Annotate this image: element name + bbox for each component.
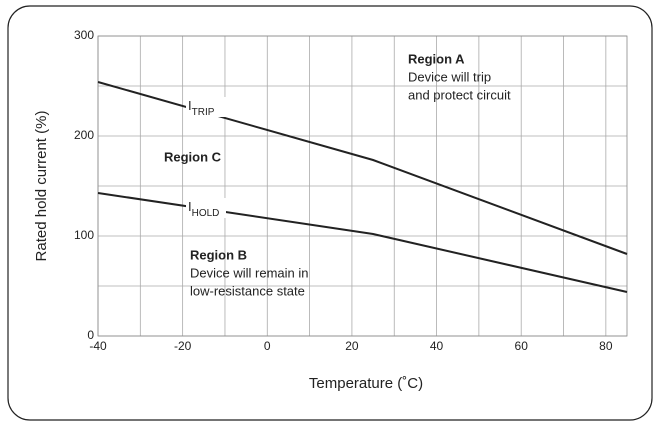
series-line (97, 192, 628, 293)
x-tick-label: -40 (89, 339, 107, 353)
annotation-title: Region C (164, 149, 222, 164)
annotation-text: Device will trip (408, 69, 491, 84)
x-tick-label: -20 (174, 339, 192, 353)
y-tick-label: 300 (74, 28, 94, 42)
annotation-text: and protect circuit (408, 87, 511, 102)
annotation-title: Region B (190, 247, 247, 262)
series-name: I (188, 199, 192, 214)
series-label: ITRIP (188, 98, 215, 117)
series-label: IHOLD (188, 199, 219, 218)
annotation-title: Region A (408, 51, 465, 66)
y-axis-title: Rated hold current (%) (33, 111, 50, 262)
annotation-text: Device will remain in (190, 265, 308, 280)
series-subscript: HOLD (192, 208, 220, 219)
plot-border (97, 35, 628, 337)
x-tick-label: 20 (345, 339, 359, 353)
series-name: I (188, 98, 192, 113)
label-background (186, 198, 226, 218)
x-tick-label: 40 (430, 339, 444, 353)
frame (7, 5, 653, 421)
x-tick-label: 0 (264, 339, 271, 353)
series-subscript: TRIP (192, 107, 215, 118)
series-line (97, 81, 628, 255)
y-tick-label: 200 (74, 128, 94, 142)
x-tick-label: 60 (515, 339, 529, 353)
label-background (186, 97, 226, 117)
annotation-text: low-resistance state (190, 283, 305, 298)
x-axis-title: Temperature (˚C) (309, 375, 423, 392)
y-tick-label: 100 (74, 228, 94, 242)
y-tick-label: 0 (87, 328, 94, 342)
x-tick-label: 80 (599, 339, 613, 353)
